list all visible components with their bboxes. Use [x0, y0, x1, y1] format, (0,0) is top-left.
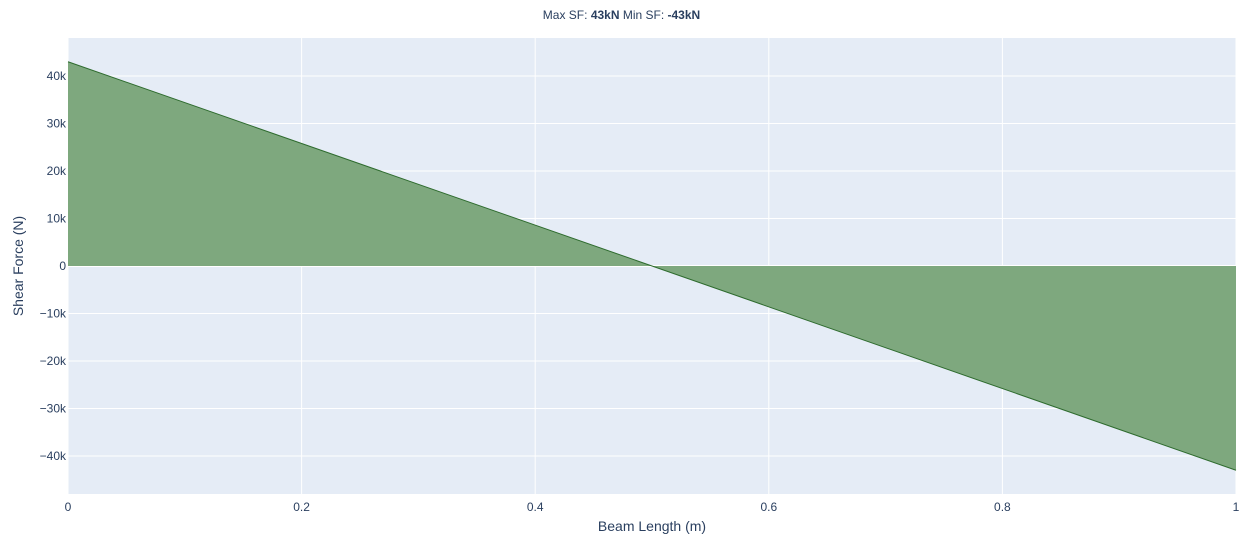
- title-max-label: Max SF:: [542, 8, 591, 22]
- title-max-value: 43kN: [590, 8, 620, 22]
- x-tick-labels: 0 0.2 0.4 0.6 0.8 1: [65, 500, 1240, 514]
- y-tick-label: −30k: [40, 402, 67, 416]
- x-tick-label: 0.8: [994, 500, 1011, 514]
- chart-title: Max SF: 43kN Min SF: -43kN: [0, 8, 1243, 22]
- x-tick-label: 1: [1233, 500, 1240, 514]
- y-tick-label: −10k: [40, 307, 67, 321]
- y-tick-label: 30k: [47, 117, 67, 131]
- y-tick-label: 20k: [47, 164, 67, 178]
- y-tick-label: 0: [59, 259, 66, 273]
- x-axis-title: Beam Length (m): [598, 518, 706, 534]
- title-min-label: Min SF:: [619, 8, 668, 22]
- x-tick-label: 0.2: [293, 500, 310, 514]
- x-tick-label: 0.4: [527, 500, 544, 514]
- shear-line: [67, 61, 1237, 471]
- y-tick-label: 40k: [47, 69, 67, 83]
- x-tick-label: 0.6: [760, 500, 777, 514]
- x-tick-label: 0: [65, 500, 72, 514]
- title-min-value: -43kN: [667, 8, 701, 22]
- y-axis-title: Shear Force (N): [10, 216, 26, 316]
- shear-force-line: [67, 61, 1237, 471]
- y-tick-label: 10k: [47, 212, 67, 226]
- y-tick-labels: 40k 30k 20k 10k 0 −10k −20k −30k −40k: [40, 69, 67, 463]
- y-tick-label: −20k: [40, 354, 67, 368]
- y-tick-label: −40k: [40, 449, 67, 463]
